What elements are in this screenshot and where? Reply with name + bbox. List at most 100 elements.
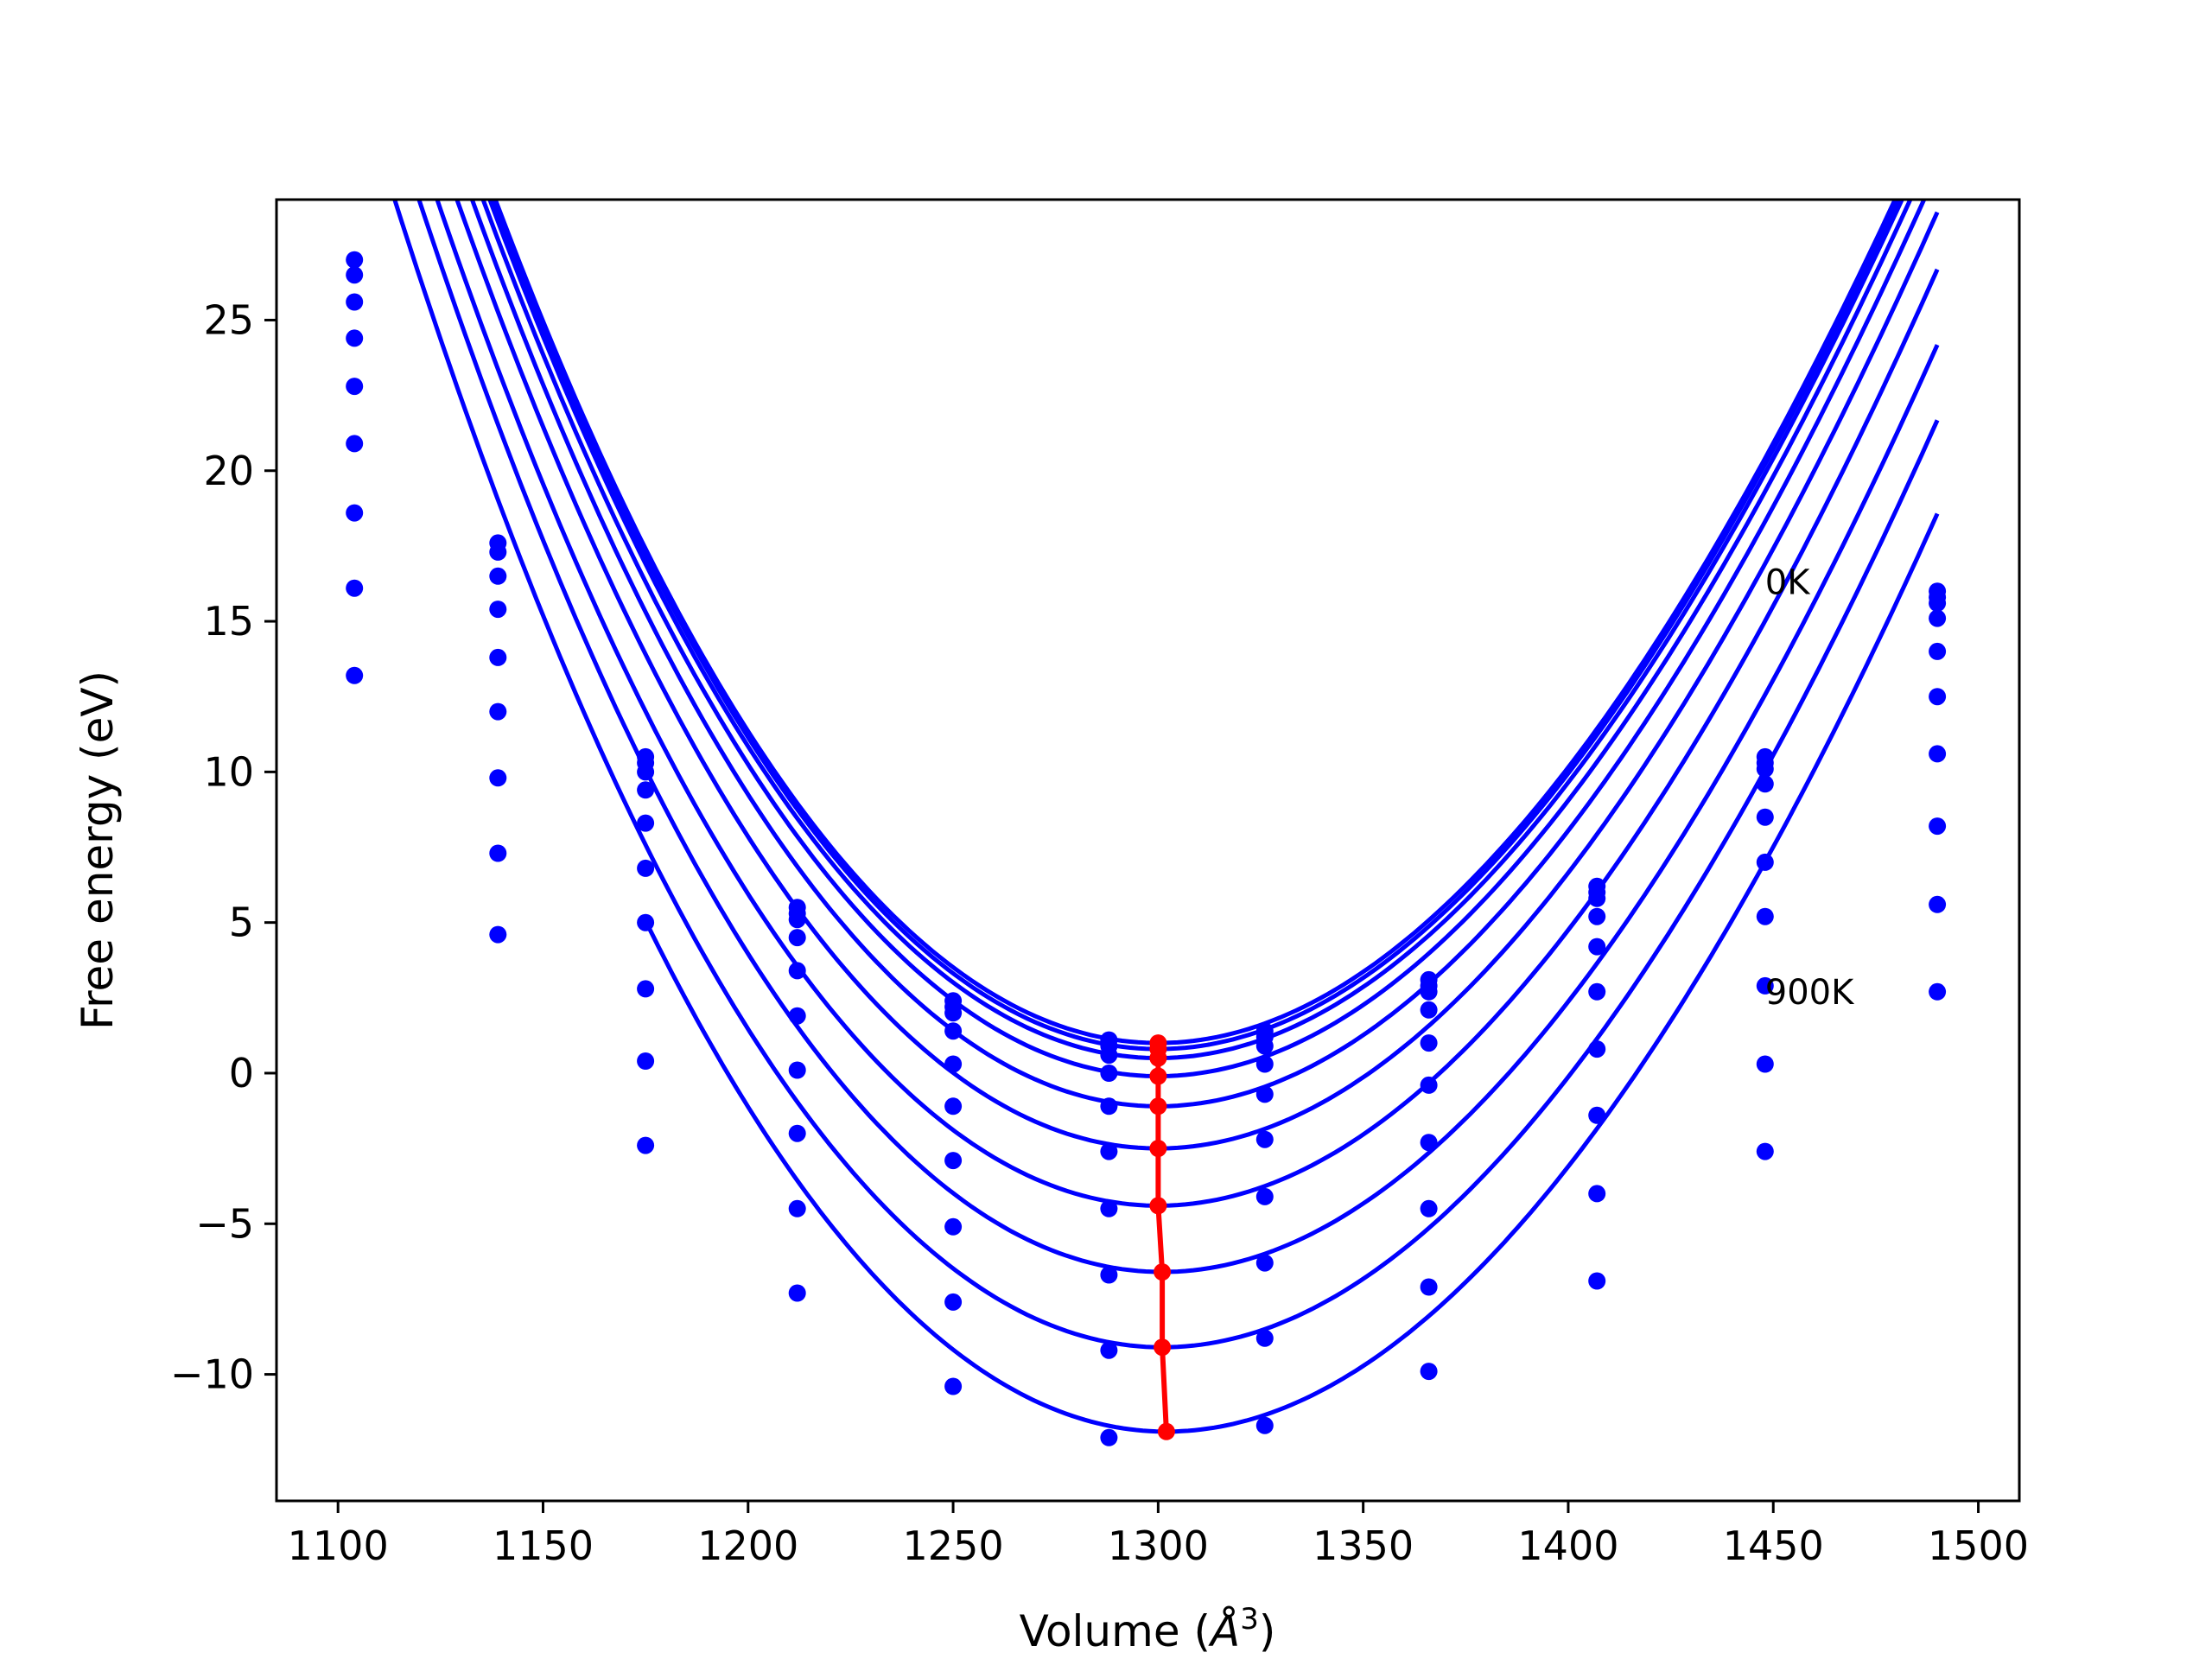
data-point [944,1022,963,1040]
minimum-point [1149,1097,1167,1116]
y-axis: −10 −5 0 5 10 15 20 25 [170,296,276,1398]
y-tick-label: 0 [229,1050,254,1096]
y-tick-label: −10 [170,1351,254,1398]
data-point [1756,1055,1774,1073]
data-point [637,980,655,998]
data-point [1420,1001,1438,1019]
data-point [1255,1085,1274,1103]
minimum-point [1149,1140,1167,1158]
data-point [346,378,364,396]
data-point [489,567,507,585]
data-point [1756,853,1774,871]
data-point [788,1199,806,1217]
annotations: 0K 900K [1765,563,1855,1013]
data-point [1756,760,1774,778]
data-point [1255,1187,1274,1205]
data-point [788,911,806,929]
data-point [1420,1278,1438,1296]
fit-curve-2 [491,200,1901,1052]
data-point [1255,1037,1274,1055]
data-point [1756,1142,1774,1160]
data-point [788,929,806,947]
data-point [346,504,364,522]
data-point [346,666,364,684]
data-point [346,435,364,453]
data-points [346,251,1947,1446]
data-point [1100,1097,1118,1116]
data-point [1756,976,1774,995]
minimum-point [1149,1049,1167,1067]
temperature-label: 0K [1765,563,1811,603]
fit-curve-3 [487,200,1904,1060]
data-point [1420,1134,1438,1152]
x-tick-label: 1350 [1313,1522,1414,1569]
data-point [346,251,364,269]
data-point [637,814,655,832]
minimum-point [1154,1263,1172,1281]
data-point [788,1124,806,1142]
x-tick-label: 1200 [697,1522,798,1569]
y-tick-label: −5 [195,1200,254,1247]
x-tick-label: 1250 [903,1522,1004,1569]
fit-curves [392,200,1940,1434]
data-point [788,1284,806,1302]
data-point [1756,808,1774,826]
fit-curve-4 [480,200,1913,1078]
data-point [1100,1341,1118,1359]
data-point [637,781,655,799]
data-point [1255,1329,1274,1347]
data-point [1929,982,1947,1001]
y-tick-label: 5 [229,899,254,946]
fit-curve-7 [435,200,1940,1208]
data-point [637,859,655,877]
x-tick-label: 1450 [1723,1522,1824,1569]
fit-curve-5 [469,200,1927,1109]
data-point [489,702,507,721]
data-point [1588,889,1606,907]
data-point [1420,1199,1438,1217]
data-point [346,293,364,311]
y-tick-label: 20 [203,448,254,494]
data-point [788,1061,806,1079]
y-axis-label: Free energy (eV) [73,671,123,1030]
data-point [1588,938,1606,956]
data-point [637,1136,655,1154]
y-tick-label: 15 [203,598,254,645]
data-point [944,1004,963,1022]
data-point [1100,1046,1118,1065]
data-point [489,844,507,862]
data-point [489,925,507,944]
data-point [944,1055,963,1073]
data-point [1255,1130,1274,1148]
data-point [1100,1266,1118,1284]
data-point [346,579,364,597]
x-tick-label: 1300 [1108,1522,1209,1569]
data-point [637,913,655,931]
data-point [1420,1363,1438,1381]
fit-curve-10 [643,512,1940,1434]
data-point [1929,594,1947,613]
x-tick-label: 1500 [1928,1522,2029,1569]
data-point [1100,1065,1118,1082]
data-point [1929,688,1947,706]
data-point [637,1052,655,1070]
data-point [944,1152,963,1170]
data-point [944,1097,963,1116]
fit-curve-6 [454,200,1940,1151]
data-point [788,1007,806,1025]
x-axis: 1100 1150 1200 1250 1300 1350 1400 1450 1500 [288,1501,2029,1569]
data-point [1588,1040,1606,1058]
data-point [489,543,507,561]
plot-frame [275,198,2021,1503]
data-point [788,962,806,980]
x-tick-label: 1150 [493,1522,594,1569]
data-point [1756,775,1774,793]
y-tick-label: 25 [203,296,254,343]
minimum-point [1149,1197,1167,1215]
minimum-point [1154,1338,1172,1357]
fit-curve-9 [392,200,1940,1350]
data-point [1929,817,1947,836]
data-point [1929,745,1947,763]
minimum-point [1157,1422,1175,1440]
